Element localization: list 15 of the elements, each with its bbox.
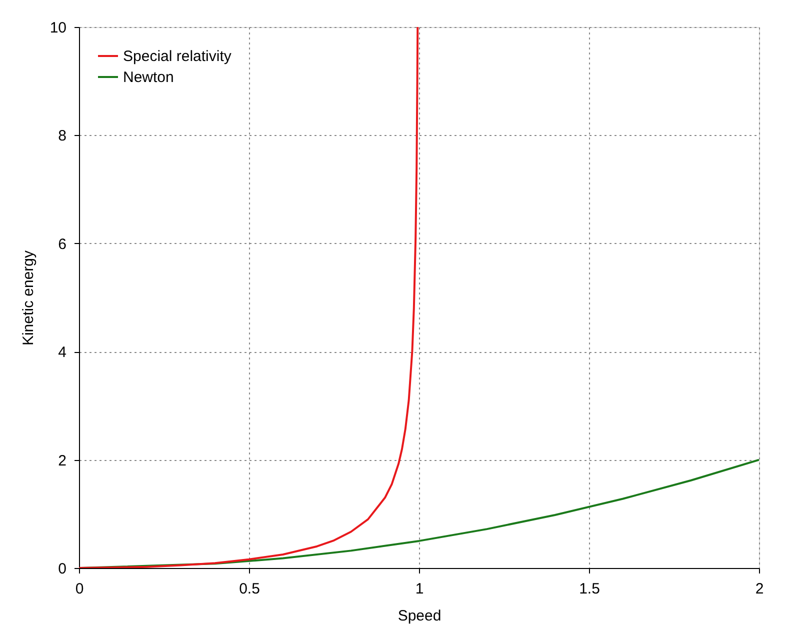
y-tick-label: 4 [58,344,66,362]
x-tick-label: 1 [415,580,424,598]
x-tick-label: 2 [755,580,764,598]
legend-label: Special relativity [123,48,232,65]
y-axis-title: Kinetic energy [20,250,37,346]
x-tick-label: 0 [75,580,84,598]
x-tick-label: 1.5 [579,580,600,598]
y-tick-label: 6 [58,236,66,253]
legend-label: Newton [123,69,174,86]
x-tick-label: 0.5 [239,580,260,598]
y-tick-label: 0 [58,560,66,578]
y-tick-label: 2 [58,452,66,470]
x-axis-title: Speed [398,608,442,624]
y-tick-label: 8 [58,128,66,145]
y-tick-label: 10 [50,20,66,36]
